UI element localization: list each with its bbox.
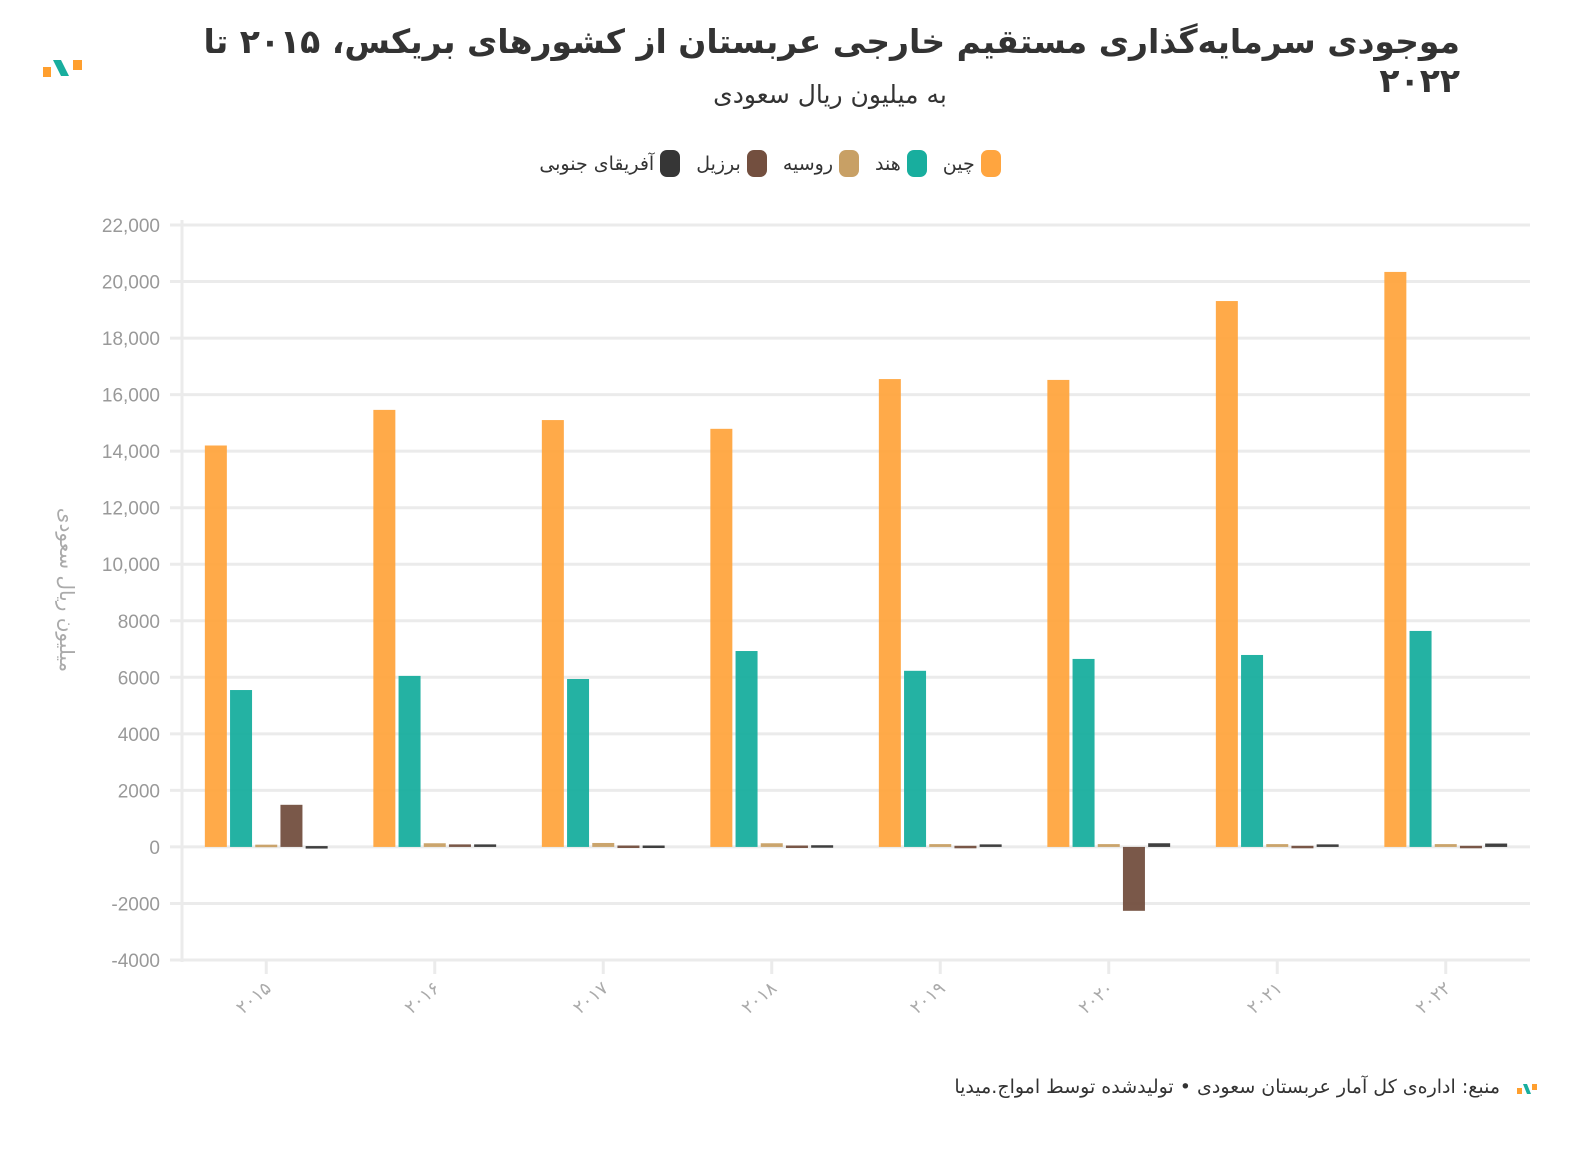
x-tick-label: ۲۰۱۸ — [738, 978, 781, 1019]
bar[interactable] — [979, 844, 1002, 847]
y-tick-label: 22,000 — [102, 216, 160, 237]
bar[interactable] — [735, 651, 758, 847]
y-tick-label: 18,000 — [102, 329, 160, 350]
bar[interactable] — [204, 445, 227, 847]
legend-item[interactable]: برزیل — [696, 150, 767, 177]
bar[interactable] — [1459, 845, 1482, 849]
legend-swatch — [660, 150, 681, 177]
legend-swatch — [980, 150, 1001, 177]
chart-subtitle: به میلیون ریال سعودی — [713, 80, 947, 109]
bar[interactable] — [617, 845, 640, 849]
y-tick-label: 12,000 — [102, 499, 160, 520]
bar[interactable] — [592, 842, 615, 847]
bar[interactable] — [929, 844, 952, 847]
x-tick-label: ۲۰۲۲ — [1412, 978, 1455, 1019]
legend-item[interactable]: هند — [875, 150, 927, 177]
legend-label: چین — [942, 152, 975, 175]
bar[interactable] — [1434, 844, 1457, 847]
bar[interactable] — [1485, 843, 1508, 847]
bar[interactable] — [398, 675, 421, 847]
brand-logo — [43, 58, 83, 84]
legend-item[interactable]: آفریقای جنوبی — [539, 150, 681, 177]
bar[interactable] — [904, 670, 927, 847]
legend-swatch — [839, 150, 860, 177]
bar[interactable] — [1122, 846, 1145, 911]
legend-item[interactable]: چین — [943, 150, 1001, 177]
y-tick-label: -4000 — [111, 951, 160, 972]
bar[interactable] — [1266, 844, 1289, 847]
legend-item[interactable]: روسیه — [782, 150, 860, 177]
bar[interactable] — [1148, 843, 1171, 847]
bar[interactable] — [811, 845, 834, 848]
bar[interactable] — [474, 844, 497, 847]
y-axis-label: میلیون ریال سعودی — [55, 508, 79, 672]
y-tick-label: -2000 — [111, 894, 160, 915]
bar[interactable] — [1047, 379, 1070, 847]
y-tick-label: 2000 — [118, 781, 160, 802]
bar[interactable] — [230, 690, 253, 847]
bar[interactable] — [710, 428, 733, 847]
bar[interactable] — [448, 844, 471, 847]
y-tick-label: 14,000 — [102, 442, 160, 463]
x-tick-label: ۲۰۱۵ — [232, 978, 275, 1019]
bar-chart: -4000 -2000 0 2000 4000 6000 8000 10,000 12,000 1… — [55, 216, 1530, 1019]
bar[interactable] — [305, 846, 328, 849]
y-tick-label: 8000 — [118, 612, 160, 633]
x-tick-label: ۲۰۱۶ — [401, 978, 444, 1019]
y-tick-label: 6000 — [118, 668, 160, 689]
bar[interactable] — [567, 679, 590, 847]
bar[interactable] — [255, 844, 278, 848]
bar[interactable] — [280, 804, 303, 847]
y-tick-label: 10,000 — [102, 555, 160, 576]
y-tick-label: 20,000 — [102, 273, 160, 294]
bar[interactable] — [1072, 658, 1095, 847]
legend-label: برزیل — [696, 152, 741, 175]
bar[interactable] — [785, 845, 808, 849]
source-note: منبع: اداره‌ی کل آمار عربستان سعودی • تو… — [954, 1076, 1500, 1098]
bar[interactable] — [1215, 301, 1238, 847]
x-tick-label: ۲۰۱۹ — [906, 978, 949, 1019]
bar[interactable] — [642, 845, 665, 849]
legend-label: آفریقای جنوبی — [539, 152, 655, 175]
bar[interactable] — [1241, 654, 1264, 847]
x-tick-label: ۲۰۲۰ — [1075, 978, 1118, 1019]
legend-swatch — [906, 150, 927, 177]
x-tick-label: ۲۰۱۷ — [569, 978, 612, 1019]
legend-label: هند — [875, 152, 901, 175]
legend-swatch — [746, 150, 767, 177]
chart-title: موجودی سرمایه‌گذاری مستقیم خارجی عربستان… — [203, 22, 1460, 100]
bar[interactable] — [541, 420, 564, 847]
bar[interactable] — [878, 379, 901, 847]
bar[interactable] — [1409, 630, 1432, 847]
bar[interactable] — [373, 409, 396, 847]
legend-label: روسیه — [782, 152, 834, 175]
y-tick-label: 0 — [149, 838, 160, 859]
bar[interactable] — [1291, 845, 1314, 849]
y-tick-label: 4000 — [118, 725, 160, 746]
bar[interactable] — [954, 845, 977, 849]
bar[interactable] — [760, 843, 783, 847]
bar[interactable] — [1316, 844, 1339, 847]
bar[interactable] — [423, 843, 446, 847]
footer-logo — [1517, 1080, 1537, 1099]
legend: چین هند روسیه برزیل آفریقای جنوبی — [0, 150, 1540, 177]
x-tick-label: ۲۰۲۱ — [1243, 978, 1286, 1019]
y-tick-label: 16,000 — [102, 386, 160, 407]
bar[interactable] — [1384, 271, 1407, 847]
bar[interactable] — [1097, 844, 1120, 847]
